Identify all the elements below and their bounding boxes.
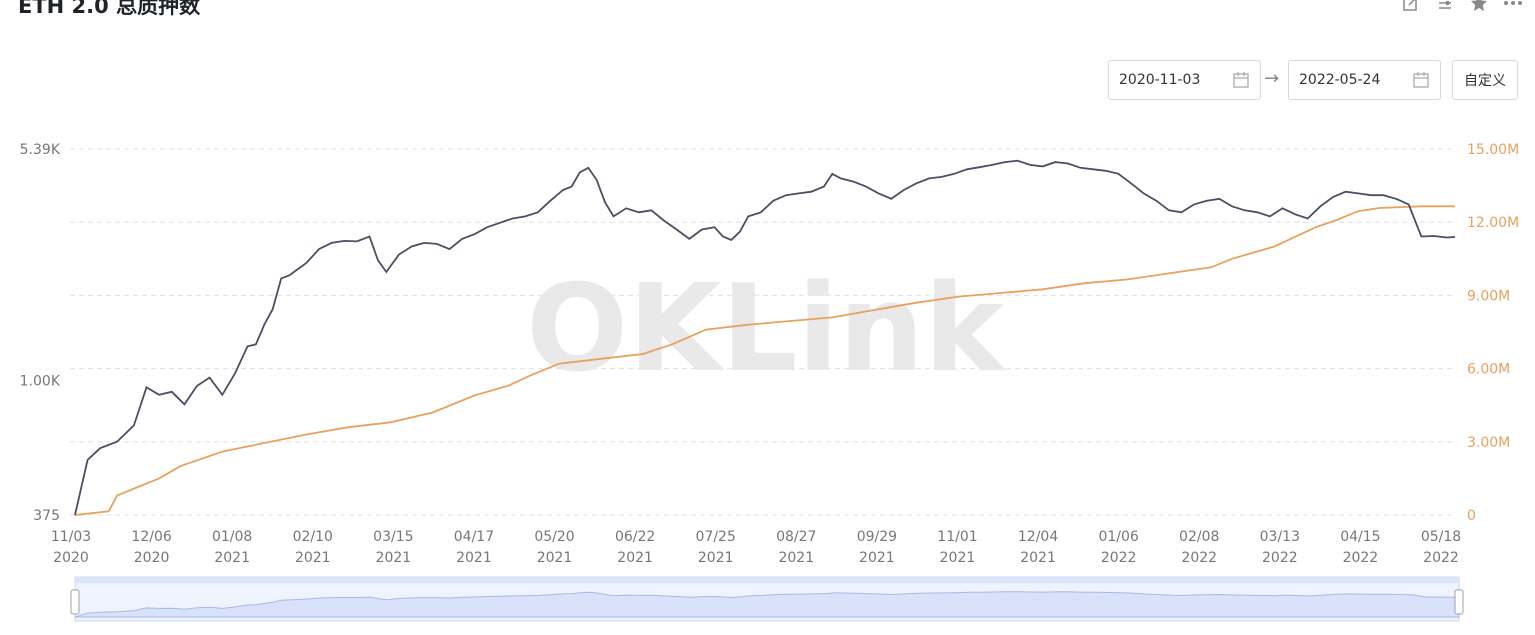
- range-slider-right-handle[interactable]: [1454, 589, 1464, 615]
- settings-icon[interactable]: [1435, 0, 1455, 14]
- range-slider-bar[interactable]: [75, 577, 1459, 583]
- left-axis-ticks: 5.39K 1.00K 375: [20, 142, 61, 524]
- overview-series-area: [74, 591, 1460, 618]
- x-axis-tick-year: 2021: [1020, 550, 1056, 566]
- x-axis-tick-year: 2021: [617, 550, 653, 566]
- x-axis-tick-year: 2022: [1343, 550, 1379, 566]
- x-axis-tick-label: 02/10: [293, 529, 333, 545]
- x-axis-tick-year: 2020: [134, 550, 170, 566]
- x-axis-tick-year: 2021: [537, 550, 573, 566]
- star-icon[interactable]: [1469, 0, 1489, 14]
- range-slider-left-handle[interactable]: [70, 589, 80, 615]
- x-axis-tick-label: 03/15: [373, 529, 413, 545]
- left-axis-tick-label: 375: [33, 508, 60, 524]
- x-axis-tick-label: 04/17: [454, 529, 494, 545]
- x-axis-tick-year: 2021: [456, 550, 492, 566]
- custom-range-button[interactable]: 自定义: [1452, 60, 1518, 100]
- toolbar-icons: [1401, 0, 1523, 14]
- x-axis-ticks: 11/03 2020 12/06 2020 01/08 2021 02/10 2021 03/1…: [51, 529, 1461, 566]
- x-axis-tick-label: 12/06: [131, 529, 171, 545]
- right-axis-tick-label: 6.00M: [1467, 362, 1510, 378]
- x-axis-tick-label: 02/08: [1179, 529, 1219, 545]
- x-axis-tick-label: 12/04: [1018, 529, 1058, 545]
- start-date-value: 2020-11-03: [1119, 72, 1201, 88]
- start-date-picker[interactable]: 2020-11-03: [1108, 60, 1261, 100]
- x-axis-tick-label: 07/25: [696, 529, 736, 545]
- x-axis-tick-year: 2022: [1262, 550, 1298, 566]
- x-axis-tick-label: 04/15: [1340, 529, 1380, 545]
- calendar-icon: [1413, 72, 1429, 88]
- right-axis-tick-label: 3.00M: [1467, 435, 1510, 451]
- x-axis-tick-label: 05/20: [534, 529, 574, 545]
- x-axis-tick-label: 11/03: [51, 529, 91, 545]
- x-axis-tick-label: 06/22: [615, 529, 655, 545]
- left-axis-tick-label: 5.39K: [20, 142, 61, 158]
- x-axis-tick-year: 2021: [698, 550, 734, 566]
- x-axis-tick-year: 2021: [940, 550, 976, 566]
- x-axis-tick-label: 01/08: [212, 529, 252, 545]
- left-axis-tick-label: 1.00K: [20, 373, 61, 389]
- grid-lines: [70, 148, 1455, 516]
- x-axis-tick-year: 2021: [859, 550, 895, 566]
- right-axis-tick-label: 12.00M: [1467, 215, 1519, 231]
- x-axis-tick-label: 11/01: [937, 529, 977, 545]
- x-axis-tick-year: 2022: [1181, 550, 1217, 566]
- edit-icon[interactable]: [1401, 0, 1421, 14]
- more-icon[interactable]: [1503, 0, 1523, 14]
- x-axis-tick-label: 05/18: [1421, 529, 1461, 545]
- range-arrow-icon: →: [1264, 68, 1280, 89]
- x-axis-tick-label: 03/13: [1260, 529, 1300, 545]
- right-axis-tick-label: 15.00M: [1467, 142, 1519, 158]
- x-axis-tick-label: 08/27: [776, 529, 816, 545]
- end-date-value: 2022-05-24: [1299, 72, 1381, 88]
- x-axis-tick-label: 09/29: [857, 529, 897, 545]
- end-date-picker[interactable]: 2022-05-24: [1288, 60, 1441, 100]
- addresses-series-line: [74, 159, 1456, 516]
- x-axis-tick-year: 2021: [376, 550, 412, 566]
- right-axis-tick-label: 0: [1467, 508, 1476, 524]
- x-axis-tick-label: 01/06: [1098, 529, 1138, 545]
- x-axis-tick-year: 2021: [295, 550, 331, 566]
- right-axis-tick-label: 9.00M: [1467, 288, 1510, 304]
- x-axis-tick-year: 2021: [778, 550, 814, 566]
- x-axis-tick-year: 2020: [53, 550, 89, 566]
- x-axis-tick-year: 2021: [214, 550, 250, 566]
- page-title: ETH 2.0 总质押数: [18, 0, 201, 18]
- watermark: OKLink: [526, 260, 1007, 399]
- calendar-icon: [1233, 72, 1249, 88]
- staked-series-line: [74, 205, 1455, 516]
- x-axis-tick-year: 2022: [1423, 550, 1459, 566]
- right-axis-ticks: 15.00M 12.00M 9.00M 6.00M 3.00M 0: [1467, 142, 1519, 524]
- x-axis-tick-year: 2022: [1101, 550, 1137, 566]
